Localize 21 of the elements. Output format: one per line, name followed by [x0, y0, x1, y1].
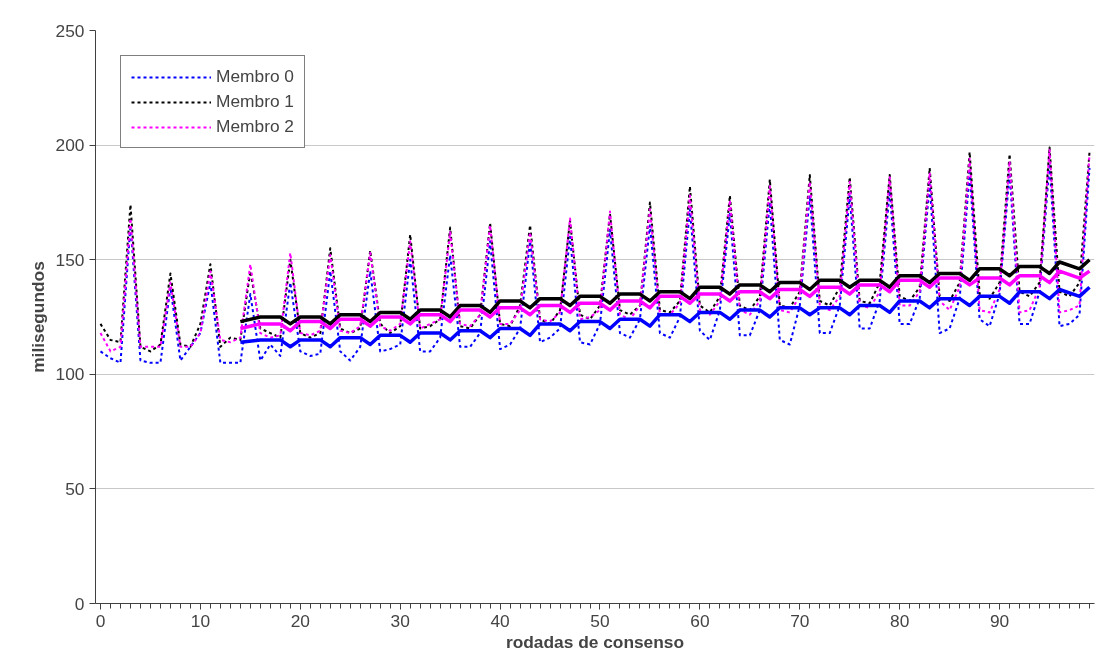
- x-tick-label: 20: [290, 610, 310, 631]
- x-tick-label: 50: [590, 610, 610, 631]
- legend-label: Membro 0: [216, 66, 295, 87]
- legend-label: Membro 1: [216, 91, 295, 112]
- y-tick-label: 250: [55, 20, 85, 41]
- x-axis-title: rodadas de consenso: [505, 631, 685, 652]
- y-tick-label: 100: [55, 364, 85, 385]
- legend-label: Membro 2: [216, 116, 295, 137]
- x-tick-label: 90: [989, 610, 1010, 631]
- y-tick-label: 0: [74, 593, 85, 614]
- x-tick-label: 40: [490, 610, 510, 631]
- y-tick-label: 150: [55, 249, 85, 270]
- x-tick-label: 0: [95, 610, 106, 631]
- y-tick-label: 50: [65, 478, 85, 499]
- x-tick-label: 10: [190, 610, 211, 631]
- x-tick-label: 30: [390, 610, 410, 631]
- x-tick-label: 70: [790, 610, 810, 631]
- x-tick-label: 80: [890, 610, 910, 631]
- y-tick-label: 200: [55, 135, 85, 156]
- y-axis-title: milisegundos: [27, 261, 48, 373]
- x-tick-label: 60: [690, 610, 710, 631]
